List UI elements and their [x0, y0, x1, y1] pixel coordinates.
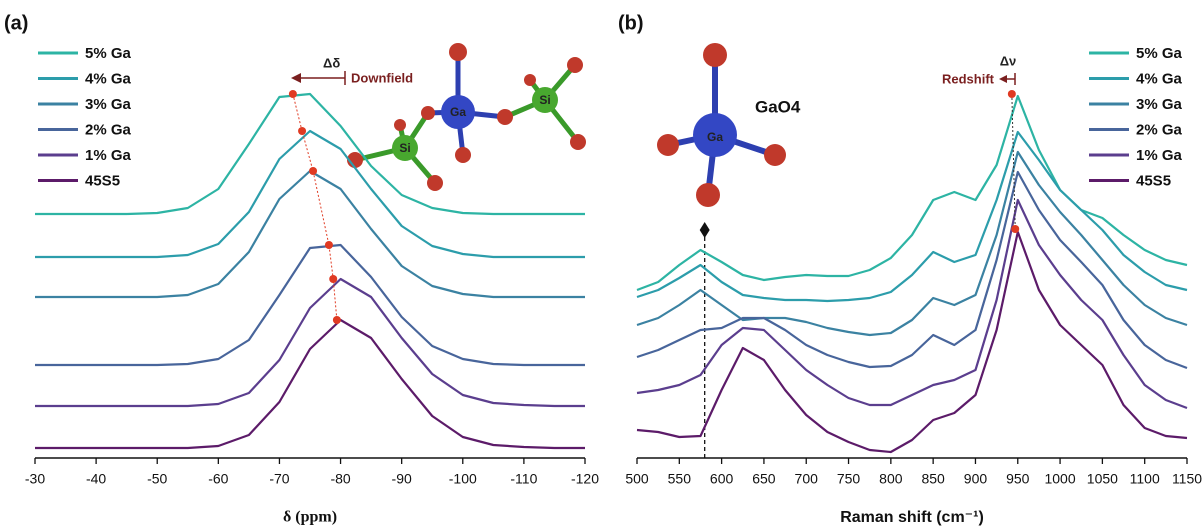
x-tick-label: -100	[449, 471, 477, 487]
atom-label: Ga	[450, 105, 466, 119]
x-tick-label: 750	[837, 471, 861, 487]
peak-marker	[329, 275, 337, 283]
legend-label: 2% Ga	[1136, 121, 1183, 138]
peak-marker	[325, 241, 333, 249]
x-tick-label: -70	[269, 471, 289, 487]
x-tick-label: -90	[392, 471, 412, 487]
legend-label: 2% Ga	[85, 121, 132, 138]
legend-label: 1% Ga	[85, 147, 132, 164]
legend-label: 45S5	[85, 172, 120, 189]
x-tick-label: -80	[330, 471, 350, 487]
annotation: Downfield	[351, 70, 413, 85]
legend-label: 1% Ga	[1136, 147, 1183, 164]
x-tick-label: 700	[795, 471, 819, 487]
x-tick-label: -50	[147, 471, 167, 487]
peak-marker	[298, 127, 306, 135]
legend-label: 4% Ga	[1136, 70, 1183, 87]
x-tick-label: 1000	[1044, 471, 1075, 487]
annotation: GaO4	[755, 97, 801, 116]
x-tick-label: 1150	[1172, 471, 1202, 487]
x-tick-label: -120	[571, 471, 599, 487]
x-tick-label: 550	[668, 471, 692, 487]
x-tick-label: 500	[625, 471, 649, 487]
legend-label: 45S5	[1136, 172, 1171, 189]
x-tick-label: 600	[710, 471, 734, 487]
peak-marker	[289, 90, 297, 98]
x-tick-label: -60	[208, 471, 228, 487]
panel-label: (b)	[618, 12, 644, 34]
legend-label: 3% Ga	[1136, 96, 1183, 113]
annotation: Δδ	[323, 55, 340, 70]
x-tick-label: 900	[964, 471, 988, 487]
peak-marker	[333, 316, 341, 324]
x-axis-label: Raman shift (cm⁻¹)	[840, 509, 984, 526]
x-tick-label: 650	[752, 471, 776, 487]
x-tick-label: -40	[86, 471, 106, 487]
x-tick-label: 800	[879, 471, 903, 487]
legend-label: 4% Ga	[85, 70, 132, 87]
peak-marker	[309, 167, 317, 175]
panel-label: (a)	[4, 12, 28, 34]
legend-label: 3% Ga	[85, 96, 132, 113]
legend-label: 5% Ga	[1136, 45, 1183, 62]
x-tick-label: 850	[921, 471, 945, 487]
peak-marker	[1008, 90, 1016, 98]
atom-label: Si	[539, 93, 550, 107]
legend-label: 5% Ga	[85, 45, 132, 62]
x-tick-label: 950	[1006, 471, 1030, 487]
x-tick-label: 1100	[1130, 471, 1160, 487]
atom-label: Ga	[707, 130, 723, 144]
annotation: Δν	[1000, 53, 1017, 68]
figure: (a) (b) δ (ppm) Raman shift (cm⁻¹) Δδ Do…	[0, 0, 1204, 528]
x-tick-label: -30	[25, 471, 45, 487]
atom-label: Si	[399, 141, 410, 155]
annotation: Redshift	[942, 71, 995, 86]
x-axis-label: δ (ppm)	[283, 509, 337, 526]
x-tick-label: 1050	[1087, 471, 1118, 487]
x-tick-label: -110	[510, 471, 537, 487]
peak-marker	[1011, 225, 1019, 233]
